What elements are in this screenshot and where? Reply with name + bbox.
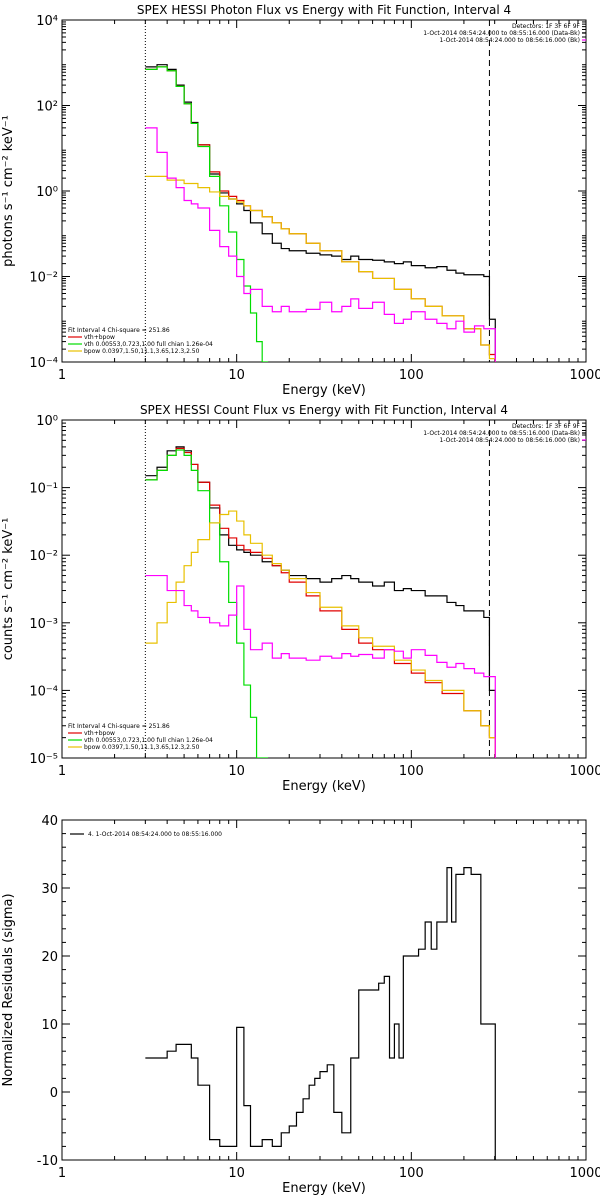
photon-flux-fit-entry-vth: vth 0.00553,0.723,1.00 full chian 1.26e-… <box>84 341 213 348</box>
y-tick-label: 10² <box>36 100 58 115</box>
y-tick-label: 30 <box>41 882 58 897</box>
photon-flux-y-axis-label: photons s⁻¹ cm⁻² keV⁻¹ <box>1 115 16 267</box>
residuals-legend: 4. 1-Oct-2014 08:54:24.000 to 08:55:16.0… <box>70 831 222 838</box>
count-flux-fit-entry-vth: vth 0.00553,0.723,1.00 full chian 1.26e-… <box>84 737 213 744</box>
photon-flux-plot-frame <box>61 19 587 363</box>
y-tick-label: 10⁻³ <box>29 617 58 632</box>
x-tick-label: 100 <box>399 1166 424 1181</box>
x-tick-label: 1 <box>58 1166 66 1181</box>
series-background-line <box>145 574 496 758</box>
y-tick-label: 10⁻⁵ <box>29 752 58 767</box>
photon-flux-legend-entry-data: 1-Oct-2014 08:54:24.000 to 08:55:16.000 … <box>423 30 580 37</box>
residuals-ticks: 1 10 100 1000 -10 0 10 20 30 40 <box>37 814 600 1181</box>
photon-flux-x-axis-label: Energy (keV) <box>282 383 366 398</box>
count-flux-fit-header: Fit Interval 4 Chi-square = 251.86 <box>68 723 170 730</box>
x-tick-label: 100 <box>399 368 424 383</box>
x-tick-label: 10 <box>228 368 245 383</box>
x-tick-label: 1000 <box>569 764 600 779</box>
residuals-y-axis-label: Normalized Residuals (sigma) <box>1 893 16 1086</box>
count-flux-fit-entry-total: vth+bpow <box>84 730 115 737</box>
x-tick-label: 1000 <box>569 368 600 383</box>
x-tick-label: 10 <box>228 1166 245 1181</box>
x-tick-label: 10 <box>228 764 245 779</box>
photon-flux-legend-entry-bk: 1-Oct-2014 08:54:24.000 to 08:56:16.000 … <box>440 37 581 44</box>
count-flux-panel: SPEX HESSI Count Flux vs Energy with Fit… <box>1 403 600 794</box>
count-flux-series <box>144 420 496 758</box>
y-tick-label: 0 <box>50 1086 58 1101</box>
count-flux-detectors-legend: Detectors: 1F 3F 6F 9F 1-Oct-2014 08:54:… <box>423 423 586 444</box>
y-tick-label: 20 <box>41 950 58 965</box>
residuals-x-axis-label: Energy (keV) <box>282 1181 366 1196</box>
count-flux-y-axis-label: counts s⁻¹ cm⁻² keV⁻¹ <box>1 518 16 661</box>
y-tick-label: 40 <box>41 814 58 829</box>
photon-flux-ticks: 1 10 100 1000 10⁻⁴ 10⁻² 10⁰ 10² 10⁴ <box>29 14 600 383</box>
series-total-line <box>145 66 496 362</box>
x-tick-label: 100 <box>399 764 424 779</box>
x-tick-label: 1 <box>58 764 66 779</box>
series-background-line <box>145 127 496 362</box>
series-vth-line <box>145 449 269 758</box>
series-bpow-line <box>145 175 496 362</box>
count-flux-legend-header: Detectors: 1F 3F 6F 9F <box>512 423 581 430</box>
count-flux-ticks: 1 10 100 1000 10⁻⁵ 10⁻⁴ 10⁻³ 10⁻² 10⁻¹ 10⁰ <box>29 414 600 779</box>
series-vth-line <box>145 66 269 362</box>
count-flux-fit-entry-bpow: bpow 0.0397,1.50,11.1,3.65,12.3,2.50 <box>84 744 200 751</box>
y-tick-label: 10⁰ <box>36 414 58 429</box>
photon-flux-series <box>144 20 496 362</box>
y-tick-label: 10⁰ <box>36 185 58 200</box>
count-flux-chart-title: SPEX HESSI Count Flux vs Energy with Fit… <box>140 403 508 417</box>
photon-flux-fit-legend: Fit Interval 4 Chi-square = 251.86 vth+b… <box>68 327 213 355</box>
y-tick-label: 10⁻² <box>29 549 58 564</box>
y-tick-label: 10⁴ <box>36 14 58 29</box>
residuals-series <box>145 867 496 1160</box>
series-data-line <box>145 64 496 362</box>
photon-flux-detectors-legend: Detectors: 1F 3F 6F 9F 1-Oct-2014 08:54:… <box>423 23 586 44</box>
residuals-plot-frame <box>61 819 587 1161</box>
photon-flux-legend-header: Detectors: 1F 3F 6F 9F <box>512 23 581 30</box>
photon-flux-fit-entry-total: vth+bpow <box>84 334 115 341</box>
y-tick-label: 10⁻¹ <box>29 482 58 497</box>
y-tick-label: -10 <box>37 1154 58 1169</box>
x-tick-label: 1000 <box>569 1166 600 1181</box>
count-flux-x-axis-label: Energy (keV) <box>282 779 366 794</box>
y-tick-label: 10 <box>41 1018 58 1033</box>
y-tick-label: 10⁻⁴ <box>29 684 58 699</box>
residuals-legend-entry: 4. 1-Oct-2014 08:54:24.000 to 08:55:16.0… <box>88 831 222 838</box>
y-tick-label: 10⁻⁴ <box>29 356 58 371</box>
series-data-line <box>145 867 496 1160</box>
photon-flux-panel: SPEX HESSI Photon Flux vs Energy with Fi… <box>1 3 600 398</box>
series-bpow-line <box>145 510 496 758</box>
photon-flux-fit-entry-bpow: bpow 0.0397,1.50,11.1,3.65,12.3,2.50 <box>84 348 200 355</box>
count-flux-legend-entry-bk: 1-Oct-2014 08:54:24.000 to 08:56:16.000 … <box>440 437 581 444</box>
photon-flux-chart-title: SPEX HESSI Photon Flux vs Energy with Fi… <box>137 3 511 17</box>
count-flux-plot-frame <box>61 419 587 759</box>
count-flux-legend-entry-data: 1-Oct-2014 08:54:24.000 to 08:55:16.000 … <box>423 430 580 437</box>
count-flux-fit-legend: Fit Interval 4 Chi-square = 251.86 vth+b… <box>68 723 213 751</box>
residuals-panel: Energy (keV) Normalized Residuals (sigma… <box>1 814 600 1196</box>
photon-flux-fit-header: Fit Interval 4 Chi-square = 251.86 <box>68 327 170 334</box>
x-tick-label: 1 <box>58 368 66 383</box>
y-tick-label: 10⁻² <box>29 271 58 286</box>
